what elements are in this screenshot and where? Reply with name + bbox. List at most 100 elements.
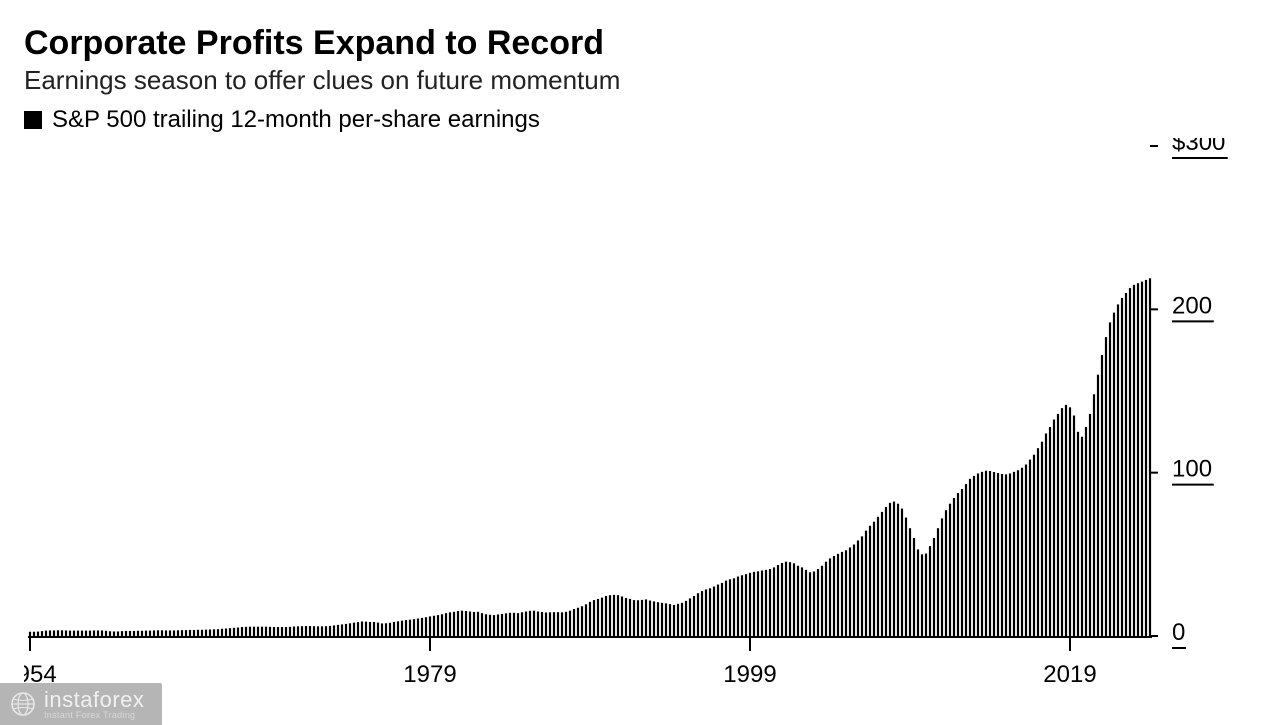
bar [209, 629, 211, 636]
bar [501, 614, 503, 636]
bar [1049, 427, 1051, 636]
bar [1069, 407, 1071, 636]
bar [673, 605, 675, 636]
bar [997, 473, 999, 636]
bar [441, 614, 443, 636]
bar [701, 591, 703, 636]
bar [261, 627, 263, 636]
bar [221, 629, 223, 636]
bar [909, 528, 911, 636]
bar [357, 622, 359, 636]
bar [189, 630, 191, 636]
bar [529, 611, 531, 636]
bar [169, 630, 171, 636]
bar [485, 614, 487, 636]
bar [669, 604, 671, 636]
bar [949, 504, 951, 636]
bar [617, 595, 619, 636]
bar [97, 630, 99, 636]
bar [1093, 394, 1095, 636]
bar [961, 489, 963, 636]
bar [977, 473, 979, 636]
bar [721, 583, 723, 636]
bar [1085, 427, 1087, 636]
bar [445, 613, 447, 636]
bar [1145, 280, 1147, 636]
bar [121, 631, 123, 636]
bar [553, 612, 555, 636]
bar [1009, 473, 1011, 636]
bar [177, 630, 179, 636]
bar [549, 612, 551, 636]
bar [1137, 283, 1139, 636]
bar [469, 612, 471, 637]
bar [293, 627, 295, 636]
bar [941, 518, 943, 636]
bar [465, 611, 467, 636]
bar [1081, 437, 1083, 636]
bar [561, 612, 563, 636]
bar [957, 493, 959, 636]
bar [545, 612, 547, 636]
bar [217, 629, 219, 636]
y-tick-label: 0 [1172, 619, 1185, 646]
bar [1105, 337, 1107, 636]
bar [1101, 355, 1103, 636]
bar [965, 484, 967, 636]
bar [505, 613, 507, 636]
bar [73, 631, 75, 636]
bar [953, 498, 955, 636]
bar [677, 604, 679, 636]
bar [481, 613, 483, 636]
bar [1113, 313, 1115, 636]
bar [129, 631, 131, 636]
bar [705, 589, 707, 636]
bar [761, 571, 763, 637]
bar [245, 627, 247, 636]
bar [489, 615, 491, 636]
bar [69, 631, 71, 636]
bar [341, 624, 343, 636]
bar [193, 630, 195, 636]
bar [521, 612, 523, 636]
bar [165, 630, 167, 636]
bar [133, 631, 135, 636]
watermark-text: instaforex Instant Forex Trading [44, 689, 144, 720]
bar [569, 611, 571, 636]
bar [1077, 432, 1079, 636]
bar [1061, 408, 1063, 636]
bar [597, 599, 599, 636]
bar [709, 588, 711, 636]
bar [733, 578, 735, 636]
bar [829, 558, 831, 636]
bar [1089, 414, 1091, 636]
bar [317, 626, 319, 636]
bar [361, 621, 363, 636]
bar [685, 601, 687, 636]
bar [61, 630, 63, 636]
bar [309, 626, 311, 636]
bar [57, 630, 59, 636]
bar [861, 536, 863, 636]
bar [33, 632, 35, 636]
bar [333, 625, 335, 636]
bar [225, 628, 227, 636]
bar [29, 632, 31, 636]
watermark: instaforex Instant Forex Trading [0, 683, 162, 725]
bar [729, 579, 731, 636]
bar [1053, 420, 1055, 636]
bar [817, 569, 819, 636]
bar [1109, 322, 1111, 636]
bar [629, 599, 631, 636]
chart-area: 1954197919992019$3002001000 [24, 138, 1256, 699]
bar [417, 619, 419, 636]
bar [473, 612, 475, 636]
watermark-tagline: Instant Forex Trading [44, 711, 144, 720]
bar [109, 631, 111, 636]
bar [981, 472, 983, 636]
bar [897, 504, 899, 636]
bar [393, 622, 395, 636]
bar [461, 611, 463, 636]
bar [665, 603, 667, 636]
bar [1013, 472, 1015, 636]
